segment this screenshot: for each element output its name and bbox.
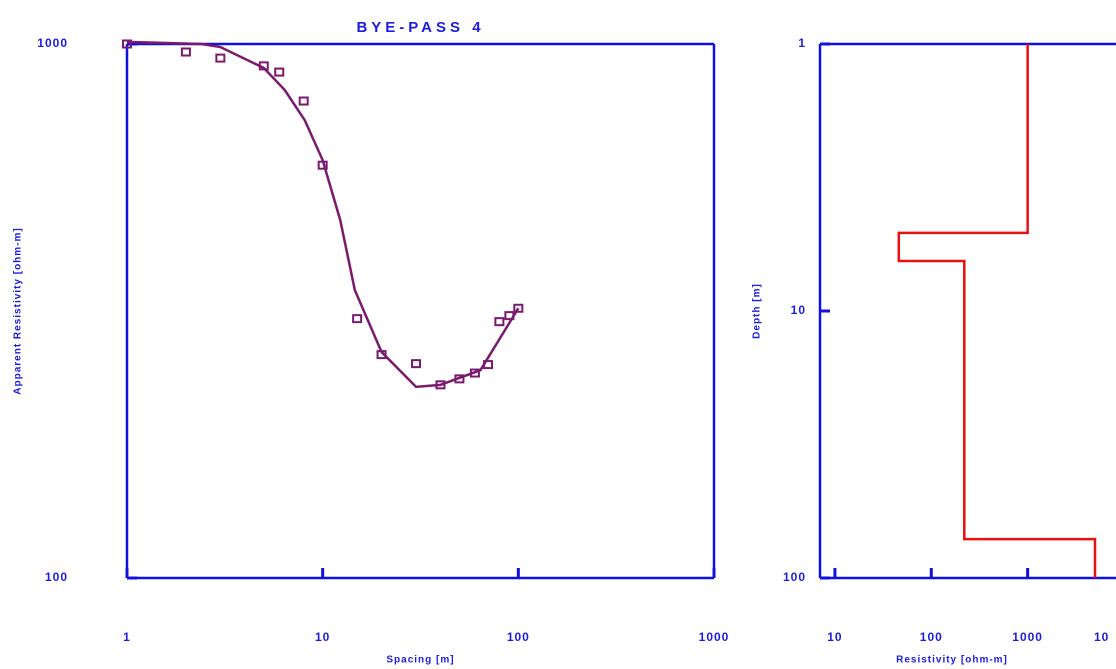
x-tick-label: 100 (507, 630, 530, 644)
y-tick-label: 10 (791, 303, 806, 317)
x-tick-label: 1000 (699, 630, 730, 644)
x-tick-label: 100 (920, 630, 943, 644)
x-axis-label: Spacing [m] (386, 655, 454, 666)
x-tick-label: 10 (1094, 630, 1109, 644)
y-tick-label: 100 (45, 570, 68, 584)
y-tick-label: 100 (783, 570, 806, 584)
data-marker (215, 53, 226, 63)
data-line (126, 40, 520, 389)
data-marker (513, 303, 524, 313)
data-marker (411, 359, 422, 369)
data-marker (274, 67, 285, 77)
y-tick-label: 1000 (37, 36, 68, 50)
data-marker (352, 314, 363, 324)
x-tick-label: 1000 (1012, 630, 1043, 644)
chart-title: BYE-PASS 4 (356, 19, 484, 36)
x-tick-label: 10 (827, 630, 842, 644)
y-tick-label: 1 (798, 36, 806, 50)
x-axis-label: Resistivity [ohm-m] (896, 655, 1008, 666)
x-tick-label: 10 (315, 630, 330, 644)
x-tick-label: 1 (123, 630, 131, 644)
y-axis-label: Depth [m] (752, 283, 763, 339)
data-marker (298, 96, 309, 106)
y-axis-label: Apparent Resistivity [ohm-m] (13, 227, 24, 394)
data-marker (180, 47, 191, 57)
data-line (897, 44, 1097, 578)
data-marker (494, 317, 505, 327)
data-marker (122, 39, 132, 49)
